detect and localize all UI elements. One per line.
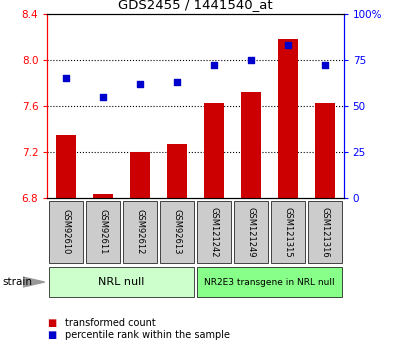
Text: ■: ■ [47, 331, 56, 340]
FancyBboxPatch shape [308, 201, 342, 263]
Text: ■: ■ [47, 318, 56, 327]
Bar [93, 194, 113, 198]
Text: strain: strain [2, 277, 32, 287]
Point [248, 57, 254, 63]
Polygon shape [23, 277, 45, 287]
Point [100, 94, 106, 100]
Bar [241, 92, 261, 198]
Point [322, 63, 328, 68]
Point [137, 81, 143, 87]
Text: GSM92611: GSM92611 [98, 209, 107, 255]
Text: GSM92610: GSM92610 [61, 209, 70, 255]
Text: percentile rank within the sample: percentile rank within the sample [65, 331, 230, 340]
Text: NR2E3 transgene in NRL null: NR2E3 transgene in NRL null [204, 277, 335, 287]
Text: GSM121316: GSM121316 [321, 207, 330, 257]
FancyBboxPatch shape [123, 201, 157, 263]
Bar [315, 102, 335, 198]
Point [174, 79, 180, 85]
Bar [167, 144, 187, 198]
FancyBboxPatch shape [86, 201, 120, 263]
Text: GSM92613: GSM92613 [173, 209, 182, 255]
FancyBboxPatch shape [271, 201, 305, 263]
Text: NRL null: NRL null [98, 277, 145, 287]
Text: transformed count: transformed count [65, 318, 156, 327]
Text: GSM92612: GSM92612 [135, 209, 145, 255]
FancyBboxPatch shape [234, 201, 268, 263]
Bar [130, 152, 150, 198]
FancyBboxPatch shape [197, 201, 231, 263]
Point [285, 42, 291, 48]
Text: GSM121242: GSM121242 [209, 207, 218, 257]
FancyBboxPatch shape [49, 267, 194, 297]
Text: GSM121315: GSM121315 [284, 207, 293, 257]
Bar [56, 135, 76, 198]
FancyBboxPatch shape [49, 201, 83, 263]
Title: GDS2455 / 1441540_at: GDS2455 / 1441540_at [118, 0, 273, 11]
Point [63, 76, 69, 81]
Point [211, 63, 217, 68]
FancyBboxPatch shape [197, 267, 342, 297]
Bar [278, 39, 298, 198]
Bar [204, 102, 224, 198]
Text: GSM121249: GSM121249 [246, 207, 256, 257]
FancyBboxPatch shape [160, 201, 194, 263]
